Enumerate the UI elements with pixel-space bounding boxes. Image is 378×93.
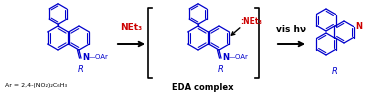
- Text: Ar = 2,4-(NO₂)₂C₆H₃: Ar = 2,4-(NO₂)₂C₆H₃: [5, 82, 67, 88]
- Text: —OAr: —OAr: [89, 54, 109, 60]
- Text: N: N: [82, 53, 89, 62]
- Text: EDA complex: EDA complex: [172, 82, 234, 92]
- Text: R: R: [78, 65, 84, 74]
- Text: :NEt₃: :NEt₃: [240, 17, 262, 27]
- Text: R: R: [218, 65, 224, 74]
- Text: N: N: [222, 53, 229, 62]
- Text: NEt₃: NEt₃: [121, 24, 143, 32]
- Text: N: N: [356, 22, 363, 31]
- Text: vis hν: vis hν: [276, 24, 307, 33]
- Text: —OAr: —OAr: [229, 54, 249, 60]
- Text: R: R: [332, 68, 338, 77]
